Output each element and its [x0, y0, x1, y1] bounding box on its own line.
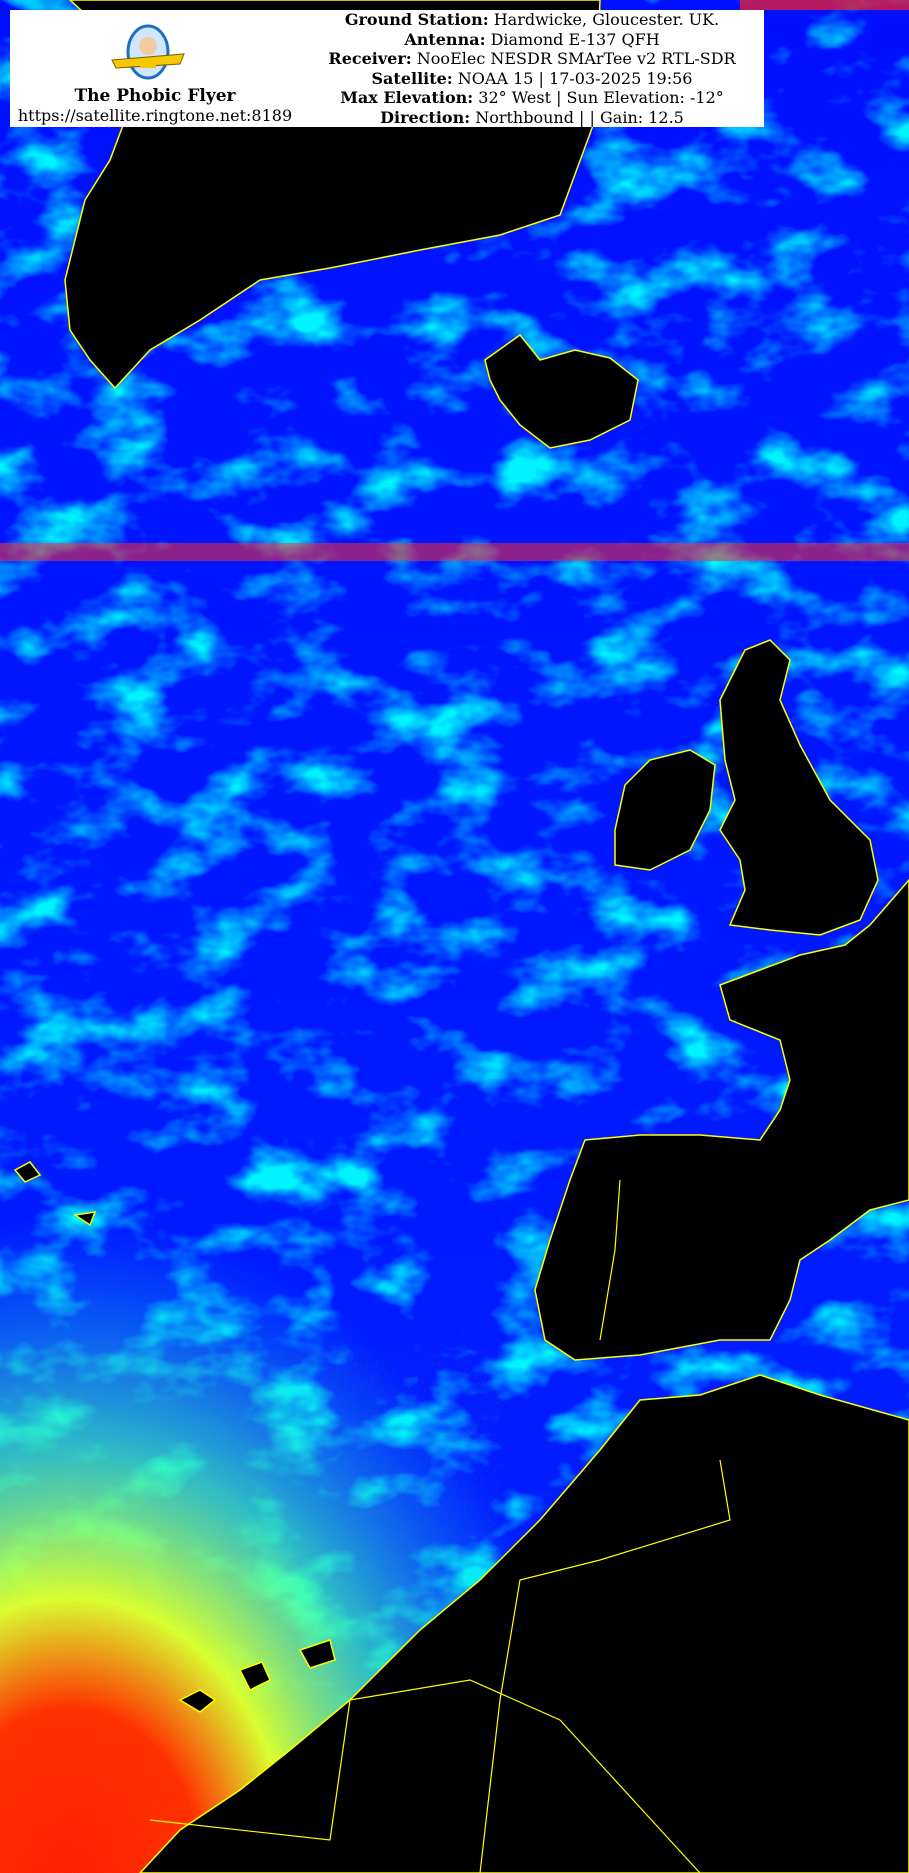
direction-line: Direction: Northbound | | Gain: 12.5 [380, 107, 684, 127]
ground-station-line: Ground Station: Hardwicke, Gloucester. U… [344, 10, 720, 29]
antenna-line: Antenna: Diamond E-137 QFH [404, 29, 660, 49]
iceland [484, 333, 639, 449]
pass-details: Ground Station: Hardwicke, Gloucester. U… [300, 10, 764, 127]
receiver-line: Receiver: NooElec NESDR SMArTee v2 RTL-S… [328, 49, 736, 68]
ireland [614, 749, 716, 871]
brand-url: https://satellite.ringtone.net:8189 [17, 106, 293, 125]
brand-name: The Phobic Flyer [74, 86, 236, 106]
great-britain [719, 639, 879, 936]
noise-band [0, 543, 909, 561]
pass-info-panel: The Phobic Flyer https://satellite.ringt… [10, 10, 764, 127]
borders [149, 1179, 731, 1873]
canary-islands [178, 1639, 336, 1713]
satellite-line: Satellite: NOAA 15 | 17-03-2025 19:56 [371, 68, 693, 88]
europe-mainland [534, 878, 909, 1361]
elevation-line: Max Elevation: 32° West | Sun Elevation:… [340, 88, 724, 107]
azores [13, 1161, 97, 1227]
brand-block: The Phobic Flyer https://satellite.ringt… [10, 10, 300, 127]
noise-top [740, 0, 909, 10]
phobic-flyer-logo [111, 24, 185, 80]
africa [138, 1374, 909, 1873]
